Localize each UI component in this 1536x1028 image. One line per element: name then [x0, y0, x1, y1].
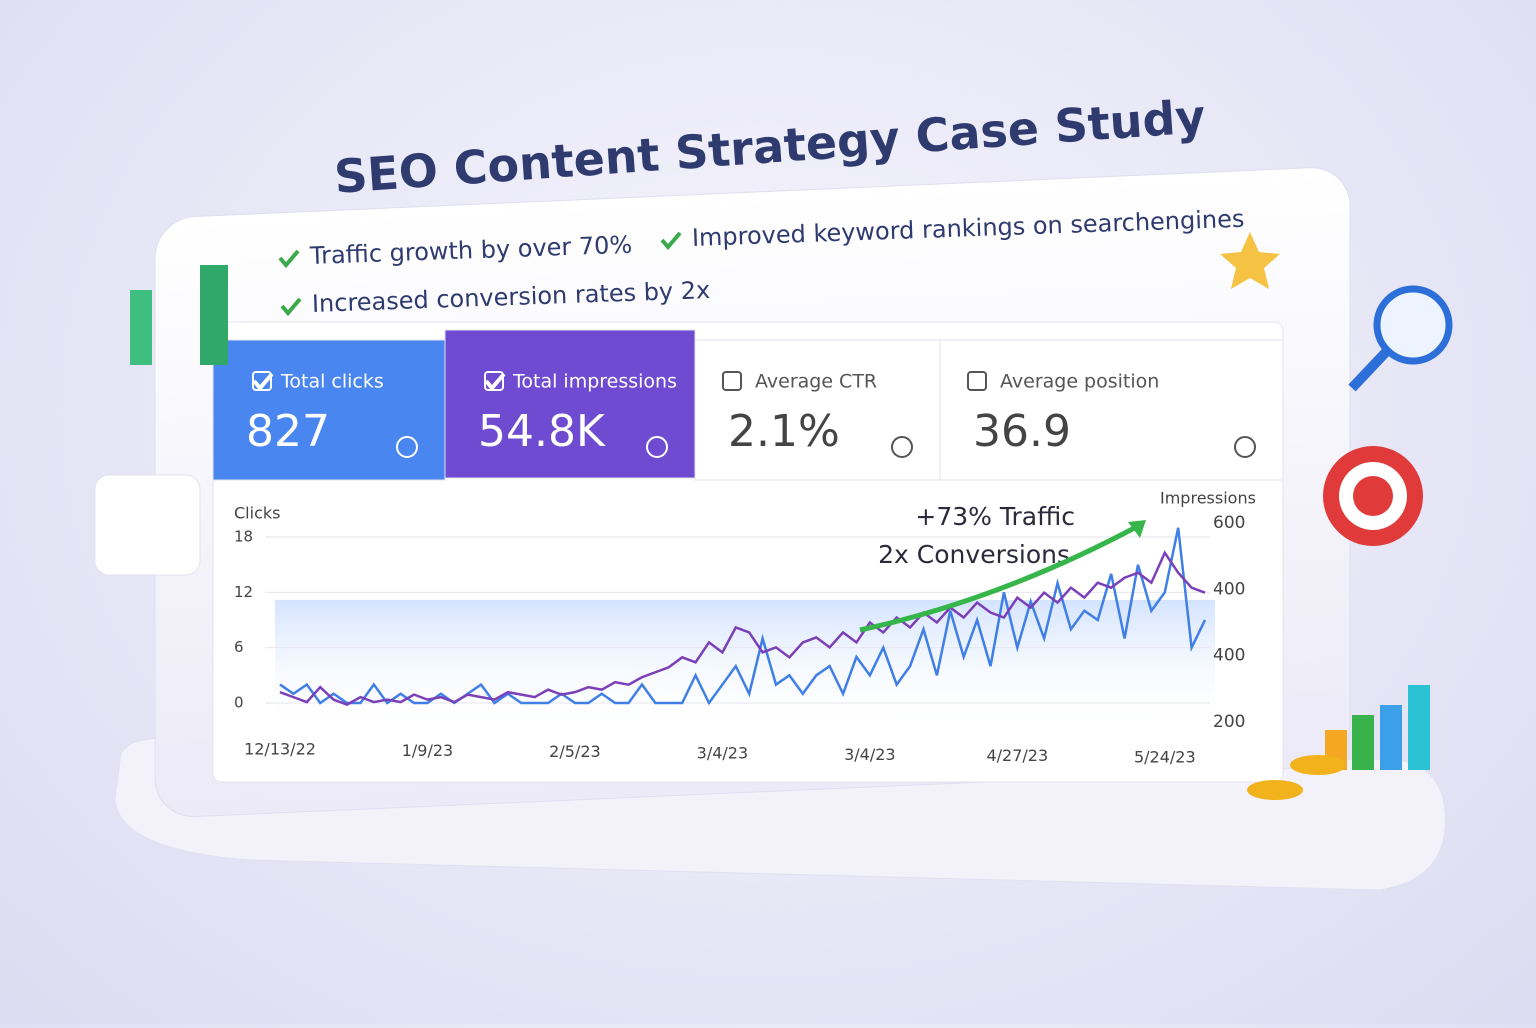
annotation: 2x Conversions [878, 540, 1070, 569]
magnifier-handle [1348, 348, 1390, 392]
card-label: Average CTR [755, 371, 877, 393]
check [484, 372, 506, 392]
y2-axis-title: Impressions [1160, 489, 1256, 508]
magnifier-icon [1373, 285, 1453, 365]
glow [275, 600, 1215, 730]
x-tick-label: 12/13/22 [244, 740, 316, 759]
icon-bar [1352, 715, 1374, 770]
x-tick-label: 4/27/23 [986, 746, 1048, 765]
coins-icon [1247, 780, 1303, 800]
checkbox [484, 371, 504, 391]
y-tick-label: 12 [234, 583, 253, 601]
card-value: 827 [246, 406, 330, 457]
x-tick-label: 3/4/23 [844, 745, 896, 764]
y-axis-title: Clicks [234, 504, 280, 523]
y-tick-label: 6 [234, 638, 244, 656]
icon-bar [1408, 685, 1430, 770]
y-tick-label: 0 [234, 694, 244, 712]
check [278, 249, 300, 269]
card-label: Average position [1000, 371, 1159, 393]
x-tick-label: 3/4/23 [697, 743, 749, 762]
y2-tick-label: 600 [1213, 513, 1245, 533]
cards: Total clicks 827 Total impressions 54.8K Ave… [212, 329, 1284, 481]
chart: Clicks Impressions 0 6 12 18 200 400 400 600 12/13… [234, 489, 1256, 767]
help-icon [1234, 436, 1256, 458]
star-icon [1220, 232, 1280, 289]
help-icon [396, 436, 418, 458]
x-tick-label: 2/5/23 [549, 742, 601, 761]
trend-arrow [859, 522, 1142, 633]
card-label: Total impressions [512, 371, 677, 393]
metric-card [444, 329, 696, 479]
check [252, 372, 274, 392]
coins-icon [1290, 755, 1346, 775]
y2-tick-label: 200 [1213, 712, 1245, 732]
icon-tile [94, 474, 201, 576]
card-label: Total clicks [280, 371, 384, 393]
card-value: 36.9 [973, 406, 1071, 457]
bars-icon [94, 265, 1430, 800]
icon-bar [130, 290, 152, 365]
arrow-head [1128, 520, 1146, 538]
y-tick-label: 18 [234, 528, 253, 546]
checkbox [722, 371, 742, 391]
checkbox [967, 371, 987, 391]
x-tick-label: 5/24/23 [1134, 747, 1196, 766]
x-tick-label: 1/9/23 [402, 741, 454, 760]
card-value: 2.1% [728, 406, 840, 457]
line-series [279, 550, 1206, 706]
annotation: +73% Traffic [915, 502, 1075, 531]
y2-tick-label: 400 [1213, 646, 1245, 666]
help-icon [646, 436, 668, 458]
check [660, 231, 682, 251]
checkbox [252, 371, 272, 391]
metric-card [939, 339, 1284, 481]
card-value: 54.8K [478, 406, 606, 457]
icon-bar [200, 265, 228, 365]
target-ring [1353, 476, 1393, 516]
help-icon [891, 436, 913, 458]
check [280, 297, 302, 317]
y2-tick-label: 400 [1213, 579, 1245, 599]
icon-bar [1380, 705, 1402, 770]
